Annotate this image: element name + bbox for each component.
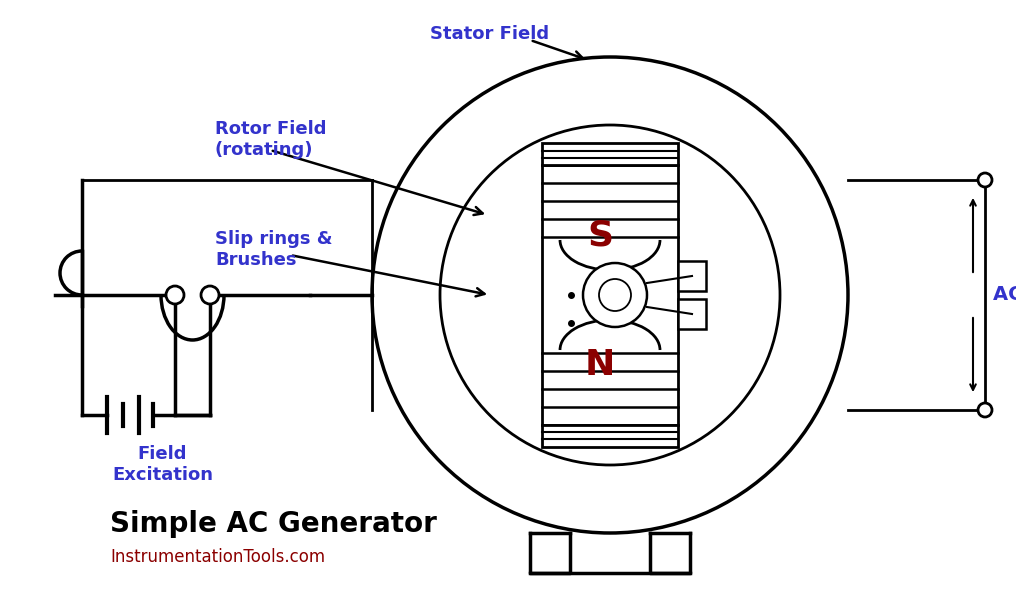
Text: Field
Excitation: Field Excitation xyxy=(112,445,213,484)
Circle shape xyxy=(166,286,184,304)
Text: N: N xyxy=(585,348,615,382)
Text: Slip rings &
Brushes: Slip rings & Brushes xyxy=(215,230,332,269)
Text: AC Output: AC Output xyxy=(993,285,1016,305)
Text: S: S xyxy=(587,218,613,252)
Bar xyxy=(678,299,706,329)
Circle shape xyxy=(201,286,219,304)
Bar xyxy=(542,143,678,165)
Bar xyxy=(678,261,706,291)
Text: InstrumentationTools.com: InstrumentationTools.com xyxy=(110,548,325,566)
Text: Rotor Field
(rotating): Rotor Field (rotating) xyxy=(215,120,326,159)
Circle shape xyxy=(978,173,992,187)
Circle shape xyxy=(583,263,647,327)
Bar xyxy=(542,425,678,447)
Text: Simple AC Generator: Simple AC Generator xyxy=(110,510,437,538)
Circle shape xyxy=(599,279,631,311)
Text: Stator Field: Stator Field xyxy=(431,25,550,43)
Circle shape xyxy=(978,403,992,417)
Bar xyxy=(542,165,678,425)
